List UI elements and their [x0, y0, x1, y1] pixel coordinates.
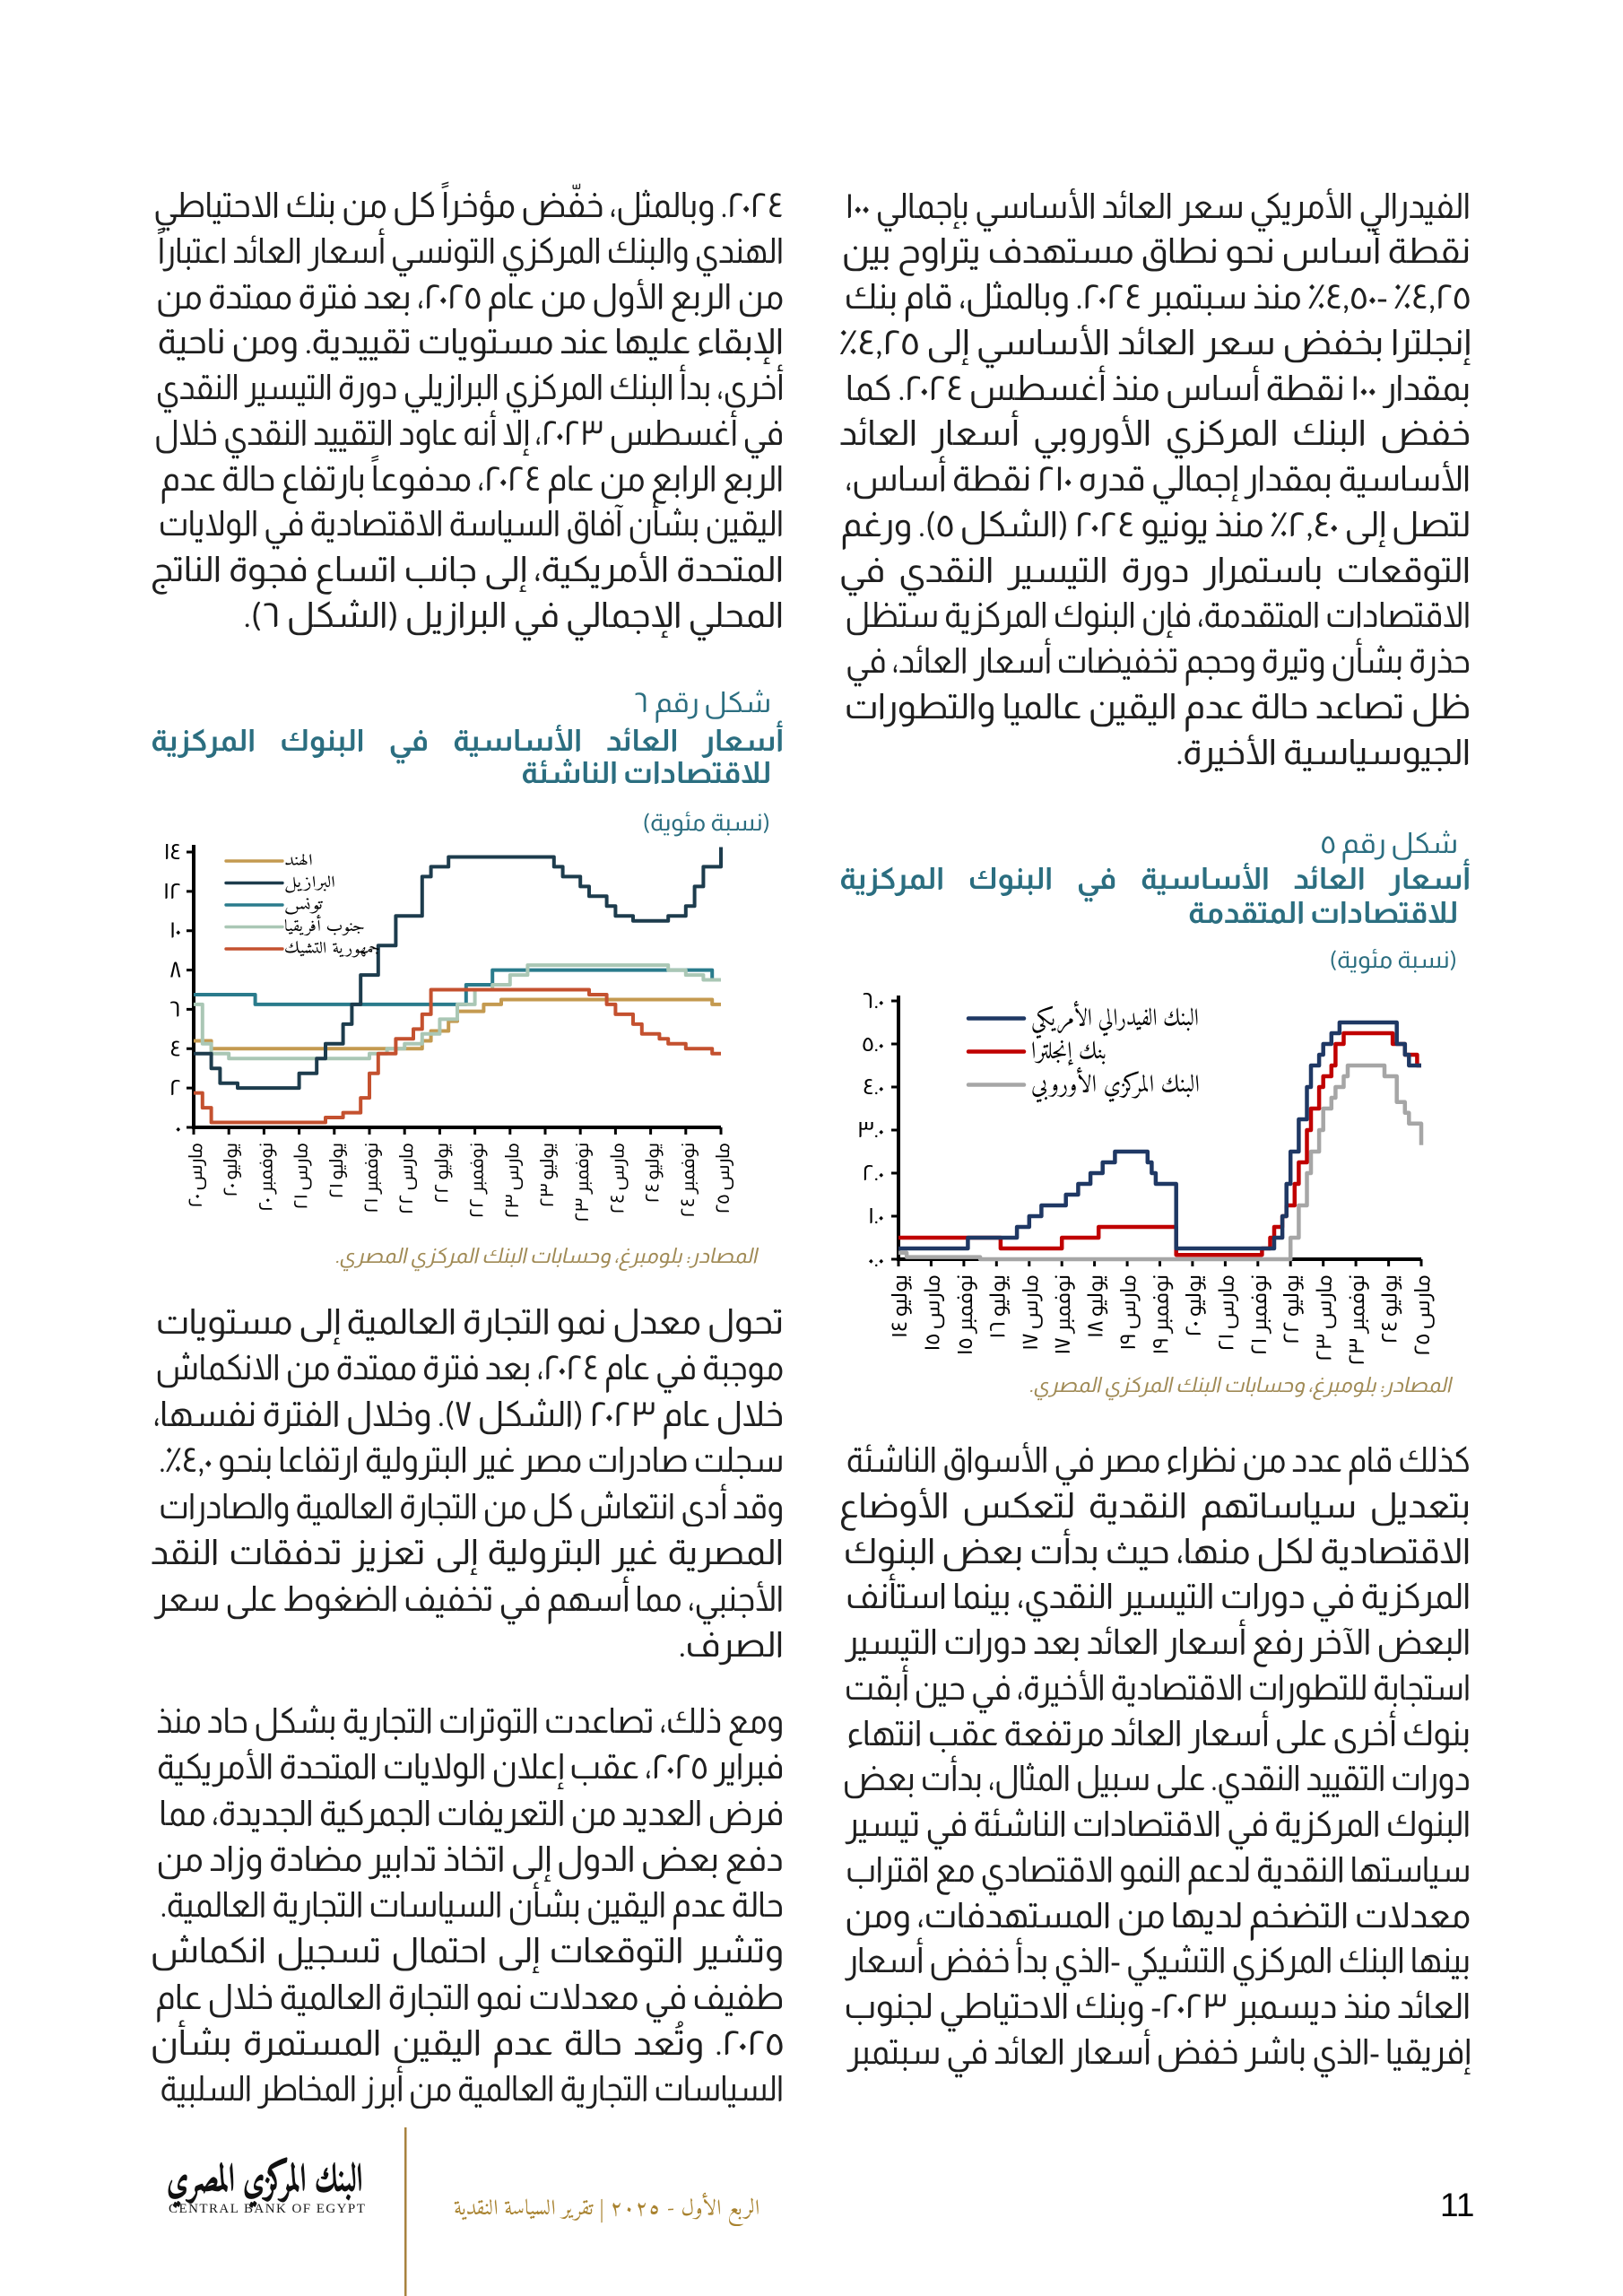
svg-text:٦: ٦	[169, 996, 181, 1022]
svg-text:١٢: ١٢	[163, 879, 181, 904]
svg-text:البنك الفيدرالي الأمريكي: البنك الفيدرالي الأمريكي	[1031, 999, 1199, 1041]
svg-text:١.٠: ١.٠	[868, 1204, 884, 1229]
svg-text:٨: ٨	[169, 958, 181, 983]
svg-text:يوليو ٢٠: يوليو ٢٠	[221, 1143, 242, 1196]
svg-text:نوفمبر ٢٢: نوفمبر ٢٢	[467, 1143, 489, 1218]
svg-text:نوفمبر ١٥: نوفمبر ١٥	[953, 1274, 977, 1355]
svg-text:مارس ٢٣: مارس ٢٣	[1313, 1274, 1337, 1361]
svg-text:مارس ٢٥: مارس ٢٥	[713, 1143, 734, 1213]
svg-text:٠.٠: ٠.٠	[868, 1247, 884, 1272]
svg-text:يوليو ٢١: يوليو ٢١	[326, 1143, 348, 1198]
svg-text:جمهورية التشيك: جمهورية التشيك	[284, 936, 380, 964]
svg-text:يوليو ٢٢: يوليو ٢٢	[431, 1143, 453, 1204]
svg-text:يوليو ٢٢: يوليو ٢٢	[1280, 1274, 1304, 1344]
svg-text:يوليو ١٤: يوليو ١٤	[888, 1274, 912, 1338]
svg-text:مارس ٢١: مارس ٢١	[291, 1143, 313, 1209]
svg-text:مارس ٢٥: مارس ٢٥	[1410, 1274, 1435, 1355]
svg-text:٦.٠: ٦.٠	[862, 988, 884, 1013]
svg-text:نوفمبر ٢٠: نوفمبر ٢٠	[256, 1143, 277, 1212]
svg-text:نوفمبر ١٧: نوفمبر ١٧	[1051, 1274, 1075, 1354]
svg-text:يوليو ١٨: يوليو ١٨	[1084, 1274, 1108, 1338]
svg-text:يوليو ٢٤: يوليو ٢٤	[1378, 1274, 1402, 1344]
svg-text:يوليو ١٦: يوليو ١٦	[985, 1274, 1010, 1338]
svg-text:يوليو ٢٤: يوليو ٢٤	[643, 1143, 664, 1203]
svg-text:نوفمبر ٢٣: نوفمبر ٢٣	[1345, 1274, 1369, 1365]
svg-text:١٤: ١٤	[164, 839, 181, 865]
svg-text:مارس ٢٣: مارس ٢٣	[502, 1143, 524, 1218]
svg-text:٥.٠: ٥.٠	[862, 1031, 884, 1057]
svg-text:مارس ١٩: مارس ١٩	[1116, 1274, 1141, 1350]
svg-text:٢.٠: ٢.٠	[862, 1161, 884, 1186]
svg-text:بنك إنجلترا: بنك إنجلترا	[1031, 1032, 1107, 1074]
svg-text:٠: ٠	[176, 1115, 181, 1140]
svg-text:نوفمبر ٢٤: نوفمبر ٢٤	[678, 1143, 699, 1218]
svg-text:يوليو ٢٠: يوليو ٢٠	[1182, 1274, 1206, 1336]
svg-text:٣.٠: ٣.٠	[857, 1118, 884, 1143]
svg-text:٤.٠: ٤.٠	[863, 1074, 884, 1100]
svg-text:جنوب أفريقيا: جنوب أفريقيا	[284, 914, 365, 942]
svg-text:نوفمبر ٢٣: نوفمبر ٢٣	[572, 1143, 594, 1222]
svg-text:نوفمبر ٢١: نوفمبر ٢١	[1247, 1274, 1271, 1355]
svg-text:البرازيل: البرازيل	[284, 870, 335, 898]
svg-text:٤: ٤	[169, 1036, 181, 1061]
svg-text:الهند: الهند	[284, 848, 313, 876]
svg-text:مارس ٢٢: مارس ٢٢	[396, 1143, 418, 1214]
svg-text:٢: ٢	[169, 1075, 181, 1100]
svg-text:مارس ٢١: مارس ٢١	[1214, 1274, 1238, 1351]
svg-text:تونس: تونس	[284, 892, 324, 920]
svg-text:يوليو ٢٣: يوليو ٢٣	[537, 1143, 559, 1207]
svg-text:مارس ٢٠: مارس ٢٠	[186, 1143, 207, 1208]
svg-text:١٠: ١٠	[169, 918, 181, 944]
svg-text:نوفمبر ٢١: نوفمبر ٢١	[361, 1143, 383, 1213]
svg-text:البنك المركزي الأوروبي: البنك المركزي الأوروبي	[1031, 1065, 1200, 1108]
svg-text:مارس ٢٤: مارس ٢٤	[607, 1143, 629, 1213]
svg-text:مارس ١٥: مارس ١٥	[920, 1274, 944, 1351]
svg-text:مارس ١٧: مارس ١٧	[1019, 1274, 1043, 1350]
svg-text:نوفمبر ١٩: نوفمبر ١٩	[1150, 1274, 1174, 1354]
